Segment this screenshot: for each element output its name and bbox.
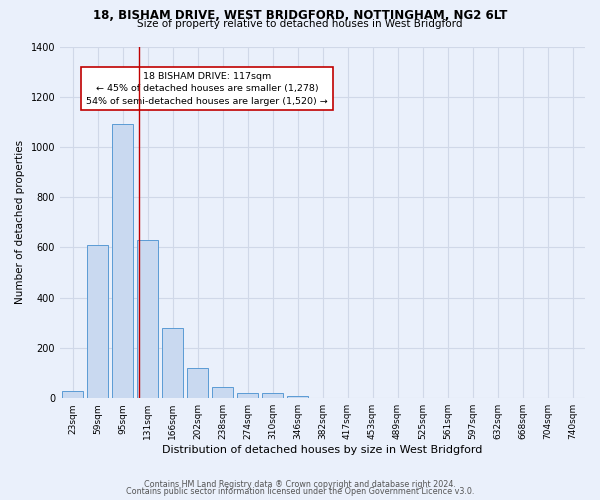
Text: Contains HM Land Registry data ® Crown copyright and database right 2024.: Contains HM Land Registry data ® Crown c… [144, 480, 456, 489]
Bar [187, 368, 208, 398]
Bar [212, 387, 233, 398]
Text: 18 BISHAM DRIVE: 117sqm
← 45% of detached houses are smaller (1,278)
54% of semi: 18 BISHAM DRIVE: 117sqm ← 45% of detache… [86, 72, 328, 106]
Bar [237, 392, 258, 398]
Bar [137, 240, 158, 398]
Bar [262, 393, 283, 398]
Text: Size of property relative to detached houses in West Bridgford: Size of property relative to detached ho… [137, 19, 463, 29]
Bar [62, 390, 83, 398]
Bar [112, 124, 133, 398]
Text: Contains public sector information licensed under the Open Government Licence v3: Contains public sector information licen… [126, 487, 474, 496]
Bar [87, 245, 108, 398]
X-axis label: Distribution of detached houses by size in West Bridgford: Distribution of detached houses by size … [163, 445, 483, 455]
Text: 18, BISHAM DRIVE, WEST BRIDGFORD, NOTTINGHAM, NG2 6LT: 18, BISHAM DRIVE, WEST BRIDGFORD, NOTTIN… [93, 9, 507, 22]
Bar [162, 328, 183, 398]
Y-axis label: Number of detached properties: Number of detached properties [15, 140, 25, 304]
Bar [287, 396, 308, 398]
